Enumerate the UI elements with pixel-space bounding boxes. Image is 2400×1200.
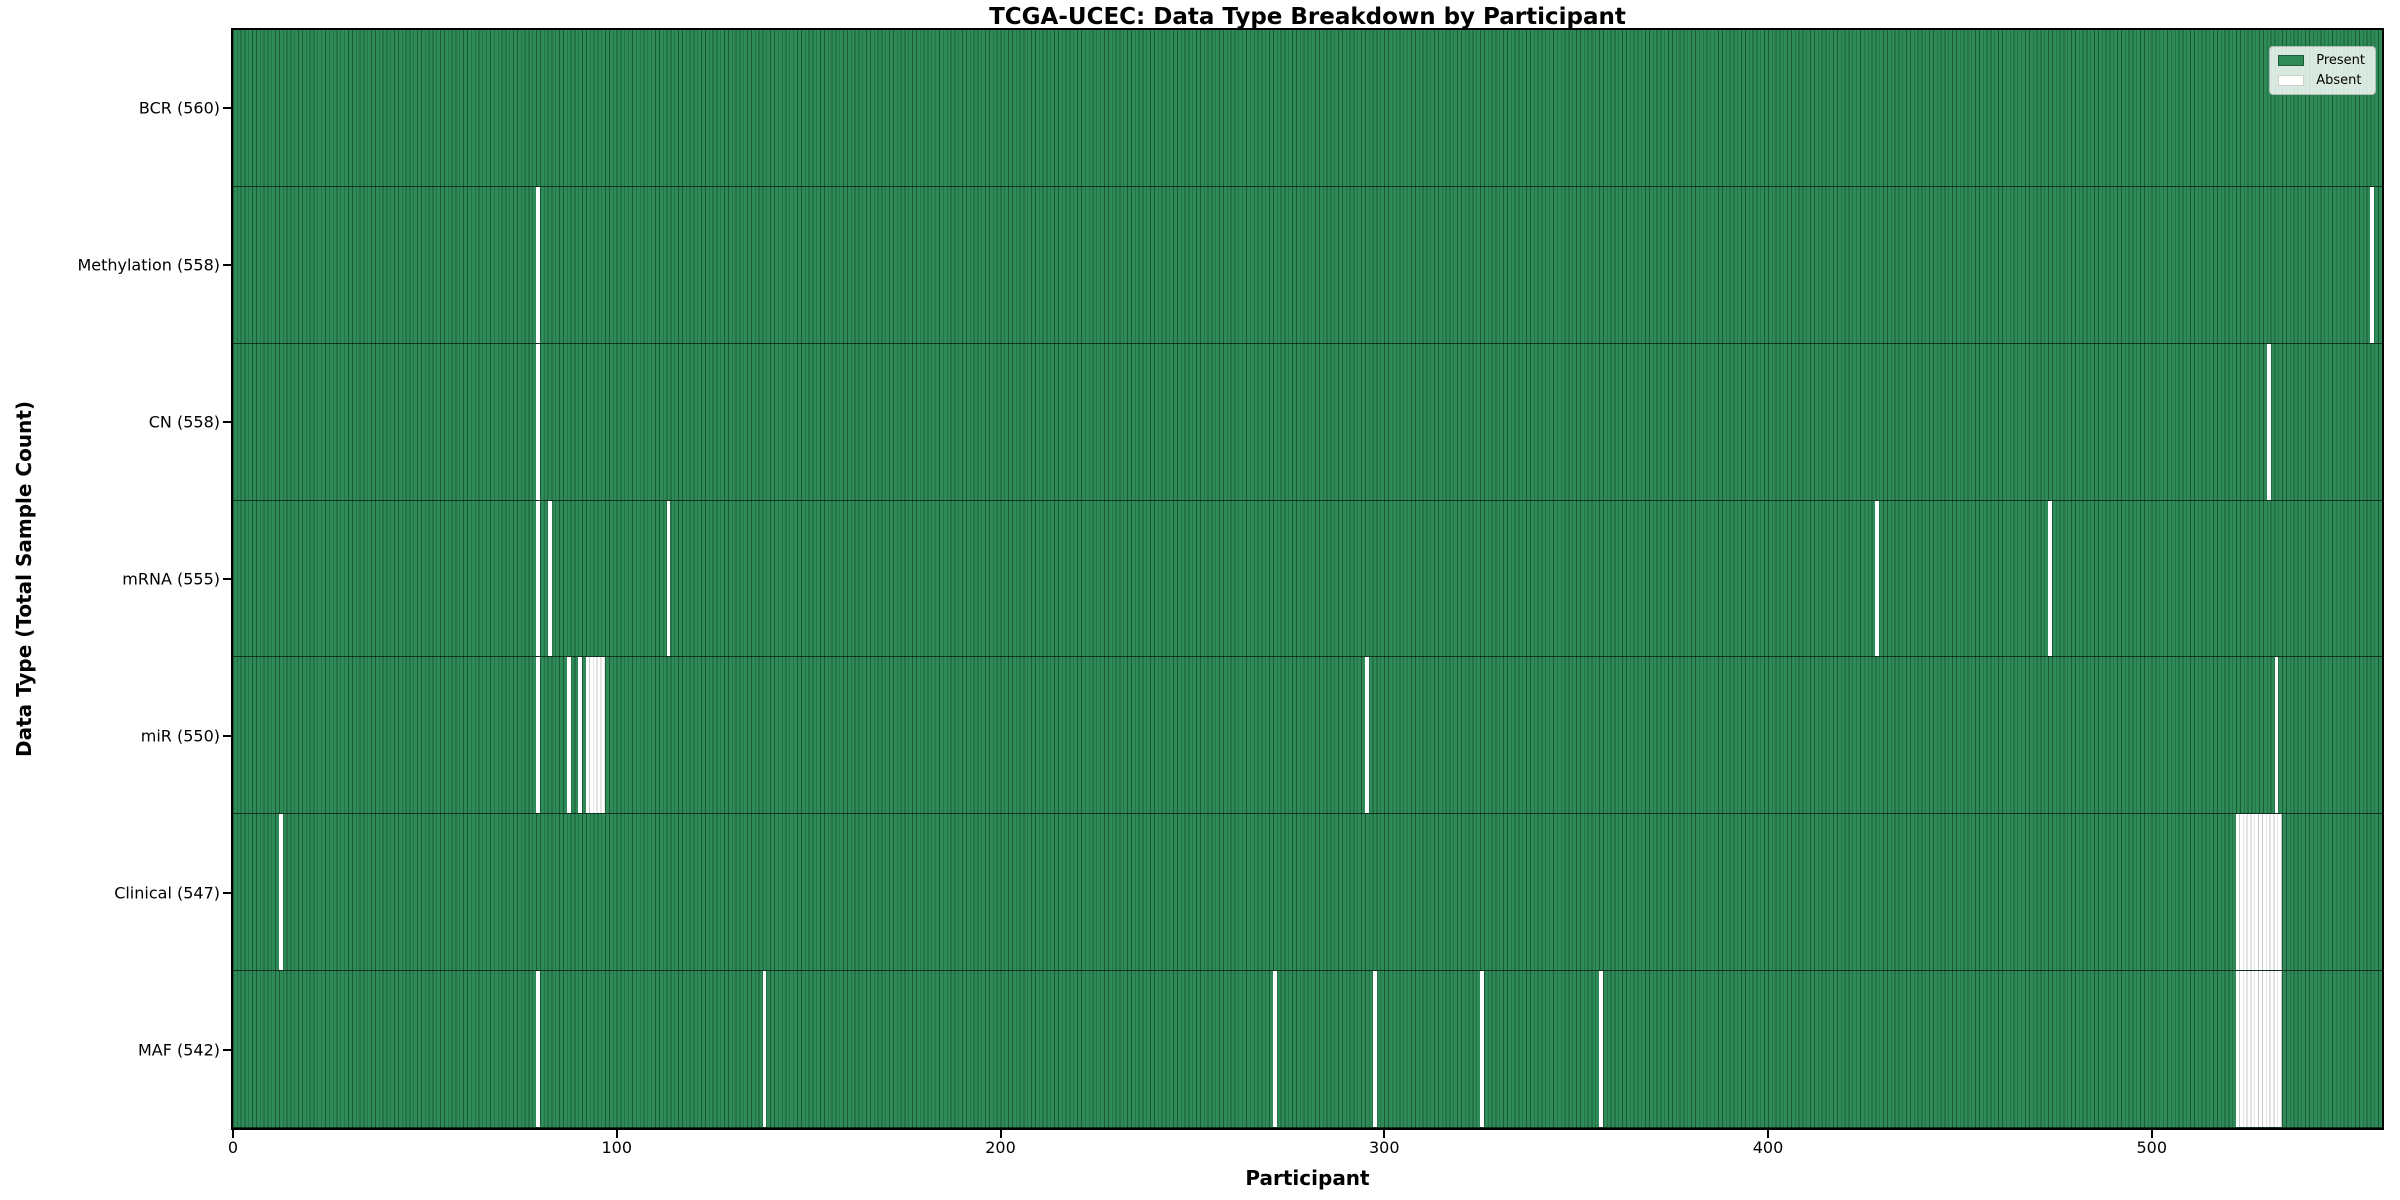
x-tick-mark <box>1767 1130 1769 1138</box>
absent-gap <box>2274 657 2279 814</box>
row-methylation <box>233 186 2382 344</box>
legend-item-present: Present <box>2278 54 2365 67</box>
y-tick-label: mRNA (555) <box>122 569 220 589</box>
absent-gap <box>666 500 671 657</box>
present-swatch-icon <box>2278 55 2305 66</box>
absent-gap <box>536 343 540 500</box>
y-tick-label: CN (558) <box>148 412 220 432</box>
x-tick-label: 300 <box>1368 1138 1400 1157</box>
absent-gap <box>566 657 571 814</box>
absent-gap <box>1372 971 1377 1128</box>
absent-gap <box>2370 186 2375 343</box>
x-tick-label: 0 <box>227 1138 239 1157</box>
row-mir <box>233 657 2382 815</box>
absent-gap <box>1599 971 1603 1128</box>
absent-gap <box>536 186 540 343</box>
y-tick-mark <box>223 578 231 580</box>
y-tick-mark <box>223 421 231 424</box>
y-tick-mark <box>223 734 231 737</box>
y-tick-mark <box>223 891 231 894</box>
row-cn <box>233 343 2382 501</box>
x-tick-mark <box>999 1130 1002 1138</box>
absent-gap <box>2266 343 2271 500</box>
y-tick-label: Methylation (558) <box>77 255 220 275</box>
x-tick-label: 400 <box>1752 1138 1784 1157</box>
x-tick-label: 200 <box>985 1138 1016 1157</box>
absent-gap <box>2048 500 2052 657</box>
absent-gap <box>279 814 283 971</box>
y-axis-title: Data Type (Total Sample Count) <box>12 400 36 758</box>
x-tick-mark <box>615 1130 618 1138</box>
absent-gap <box>536 500 540 657</box>
row-maf <box>233 971 2382 1129</box>
legend-label-present: Present <box>2316 53 2365 68</box>
absent-gap <box>2236 814 2283 971</box>
absent-swatch-icon <box>2278 75 2305 86</box>
absent-gap <box>536 657 540 814</box>
absent-gap <box>2236 971 2283 1128</box>
absent-gap <box>1272 971 1277 1128</box>
x-tick-label: 100 <box>601 1138 633 1157</box>
chart-title: TCGA-UCEC: Data Type Breakdown by Partic… <box>989 4 1626 30</box>
legend: Present Absent <box>2269 46 2376 95</box>
x-tick-mark <box>1383 1130 1386 1138</box>
row-bcr <box>233 30 2382 187</box>
y-tick-label: Clinical (547) <box>114 883 220 903</box>
plot-area: Present Absent <box>231 28 2384 1130</box>
y-tick-label: MAF (542) <box>137 1040 220 1060</box>
absent-gap <box>547 500 552 657</box>
absent-gap <box>762 971 767 1128</box>
y-tick-mark <box>223 264 231 267</box>
x-tick-mark <box>2150 1130 2153 1138</box>
row-mrna <box>233 500 2382 658</box>
absent-gap <box>586 657 606 814</box>
absent-gap <box>1365 657 1369 814</box>
x-tick-mark <box>232 1130 234 1138</box>
y-tick-label: BCR (560) <box>138 98 220 118</box>
y-tick-mark <box>223 1048 231 1051</box>
y-tick-label: miR (550) <box>140 726 220 746</box>
absent-gap <box>536 971 540 1128</box>
row-clinical <box>233 814 2382 972</box>
y-tick-mark <box>223 107 231 110</box>
legend-label-absent: Absent <box>2316 73 2362 88</box>
x-axis-title: Participant <box>1245 1166 1370 1190</box>
absent-gap <box>1875 500 1880 657</box>
x-tick-label: 500 <box>2136 1138 2168 1157</box>
absent-gap <box>1480 971 1485 1128</box>
legend-item-absent: Absent <box>2278 74 2365 87</box>
absent-gap <box>578 657 583 814</box>
